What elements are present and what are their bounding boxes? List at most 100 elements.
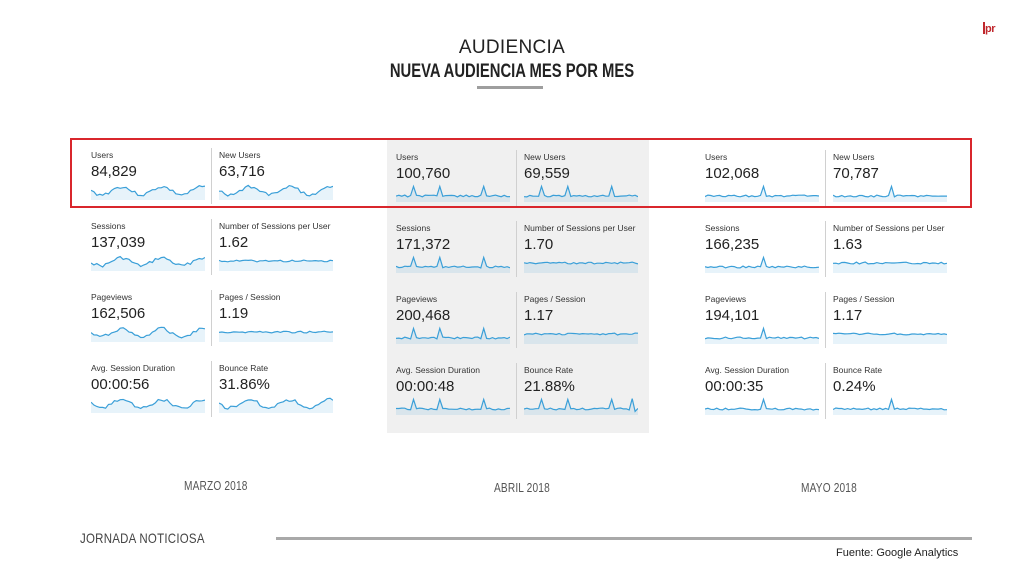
sparkline-area: [705, 257, 819, 273]
metric-tile[interactable]: Avg. Session Duration 00:00:35: [705, 365, 825, 431]
metric-label: Number of Sessions per User: [833, 223, 945, 233]
sparkline: [91, 185, 205, 200]
metric-value: 00:00:56: [91, 376, 150, 393]
metric-label: Pages / Session: [219, 292, 281, 302]
sparkline-line: [91, 185, 205, 197]
sparkline: [705, 184, 819, 202]
metric-value: 1.17: [833, 307, 863, 324]
sparkline: [219, 397, 333, 413]
metric-label: Bounce Rate: [219, 363, 269, 373]
metric-value: 162,506: [91, 305, 146, 322]
metric-label: Bounce Rate: [524, 365, 574, 375]
column-divider: [516, 292, 517, 348]
metric-value: 63,716: [219, 163, 265, 180]
sparkline-line: [396, 397, 510, 411]
metric-tile[interactable]: Sessions 171,372: [396, 223, 516, 289]
sparkline-line: [524, 332, 638, 336]
metric-tile[interactable]: Pages / Session 1.19: [219, 292, 339, 358]
metric-value: 00:00:35: [705, 378, 764, 395]
column-divider: [516, 150, 517, 206]
sparkline-area: [833, 399, 947, 415]
metric-tile[interactable]: Users 102,068: [705, 152, 825, 218]
metric-tile[interactable]: Number of Sessions per User 1.62: [219, 221, 339, 287]
sparkline: [396, 326, 510, 344]
column-divider: [516, 221, 517, 277]
metric-tile[interactable]: Avg. Session Duration 00:00:56: [91, 363, 211, 429]
metric-label: Sessions: [396, 223, 431, 233]
sparkline: [91, 398, 205, 413]
metric-value: 137,039: [91, 234, 146, 251]
sparkline: [396, 184, 510, 202]
metric-tile[interactable]: New Users 70,787: [833, 152, 953, 218]
column-divider: [825, 363, 826, 419]
metric-label: Pageviews: [396, 294, 438, 304]
metric-tile[interactable]: Number of Sessions per User 1.63: [833, 223, 953, 289]
title-underline: [477, 86, 543, 89]
sparkline: [833, 332, 947, 344]
metric-label: Pages / Session: [524, 294, 586, 304]
metric-tile[interactable]: New Users 63,716: [219, 150, 339, 216]
brand-logo-text: pr: [985, 23, 996, 35]
metric-value: 1.17: [524, 307, 554, 324]
sparkline-area: [705, 186, 819, 202]
footer-source: Fuente: Google Analytics: [836, 547, 959, 559]
sparkline: [833, 397, 947, 415]
sparkline: [833, 184, 947, 202]
metric-tile[interactable]: Pages / Session 1.17: [524, 294, 644, 360]
sparkline: [705, 397, 819, 415]
metric-tile[interactable]: Number of Sessions per User 1.70: [524, 223, 644, 289]
metric-tile[interactable]: Bounce Rate 31.86%: [219, 363, 339, 429]
sparkline-line: [833, 332, 947, 336]
metric-tile[interactable]: Pageviews 194,101: [705, 294, 825, 360]
sparkline: [524, 332, 638, 344]
metric-tile[interactable]: New Users 69,559: [524, 152, 644, 218]
metric-tile[interactable]: Users 84,829: [91, 150, 211, 216]
metric-value: 102,068: [705, 165, 760, 182]
metric-tile[interactable]: Pageviews 162,506: [91, 292, 211, 358]
sparkline-line: [833, 397, 947, 411]
metric-label: Avg. Session Duration: [705, 365, 789, 375]
metric-tile[interactable]: Bounce Rate 0.24%: [833, 365, 953, 431]
metric-label: Number of Sessions per User: [524, 223, 636, 233]
metric-tile[interactable]: Pages / Session 1.17: [833, 294, 953, 360]
sparkline-line: [524, 397, 638, 413]
sparkline: [833, 261, 947, 273]
sparkline-area: [219, 260, 333, 271]
metric-value: 84,829: [91, 163, 137, 180]
metric-value: 200,468: [396, 307, 451, 324]
sparkline: [219, 184, 333, 200]
sparkline-area: [524, 398, 638, 415]
column-divider: [825, 292, 826, 348]
metric-tile[interactable]: Sessions 166,235: [705, 223, 825, 289]
sparkline-line: [396, 326, 510, 340]
sparkline-line: [396, 184, 510, 198]
brand-logo: pr: [980, 22, 1006, 38]
metric-value: 0.24%: [833, 378, 876, 395]
metric-value: 194,101: [705, 307, 760, 324]
sparkline-line: [219, 259, 333, 263]
column-divider: [211, 290, 212, 346]
metric-value: 100,760: [396, 165, 451, 182]
metric-label: Pageviews: [91, 292, 133, 302]
metric-tile[interactable]: Avg. Session Duration 00:00:48: [396, 365, 516, 431]
metric-tile[interactable]: Sessions 137,039: [91, 221, 211, 287]
sparkline: [91, 255, 205, 271]
metric-label: Pages / Session: [833, 294, 895, 304]
metric-tile[interactable]: Pageviews 200,468: [396, 294, 516, 360]
metric-label: Sessions: [91, 221, 126, 231]
sparkline-area: [524, 186, 638, 202]
metric-value: 31.86%: [219, 376, 270, 393]
metric-tile[interactable]: Users 100,760: [396, 152, 516, 218]
sparkline-line: [91, 398, 205, 410]
metric-label: Avg. Session Duration: [396, 365, 480, 375]
sparkline-line: [91, 255, 205, 268]
metric-value: 69,559: [524, 165, 570, 182]
sparkline-area: [396, 328, 510, 344]
metric-value: 166,235: [705, 236, 760, 253]
sparkline: [705, 255, 819, 273]
column-divider: [211, 361, 212, 417]
metric-value: 1.62: [219, 234, 249, 251]
metric-tile[interactable]: Bounce Rate 21.88%: [524, 365, 644, 431]
month-caption: MARZO 2018: [184, 478, 248, 493]
column-divider: [211, 219, 212, 275]
